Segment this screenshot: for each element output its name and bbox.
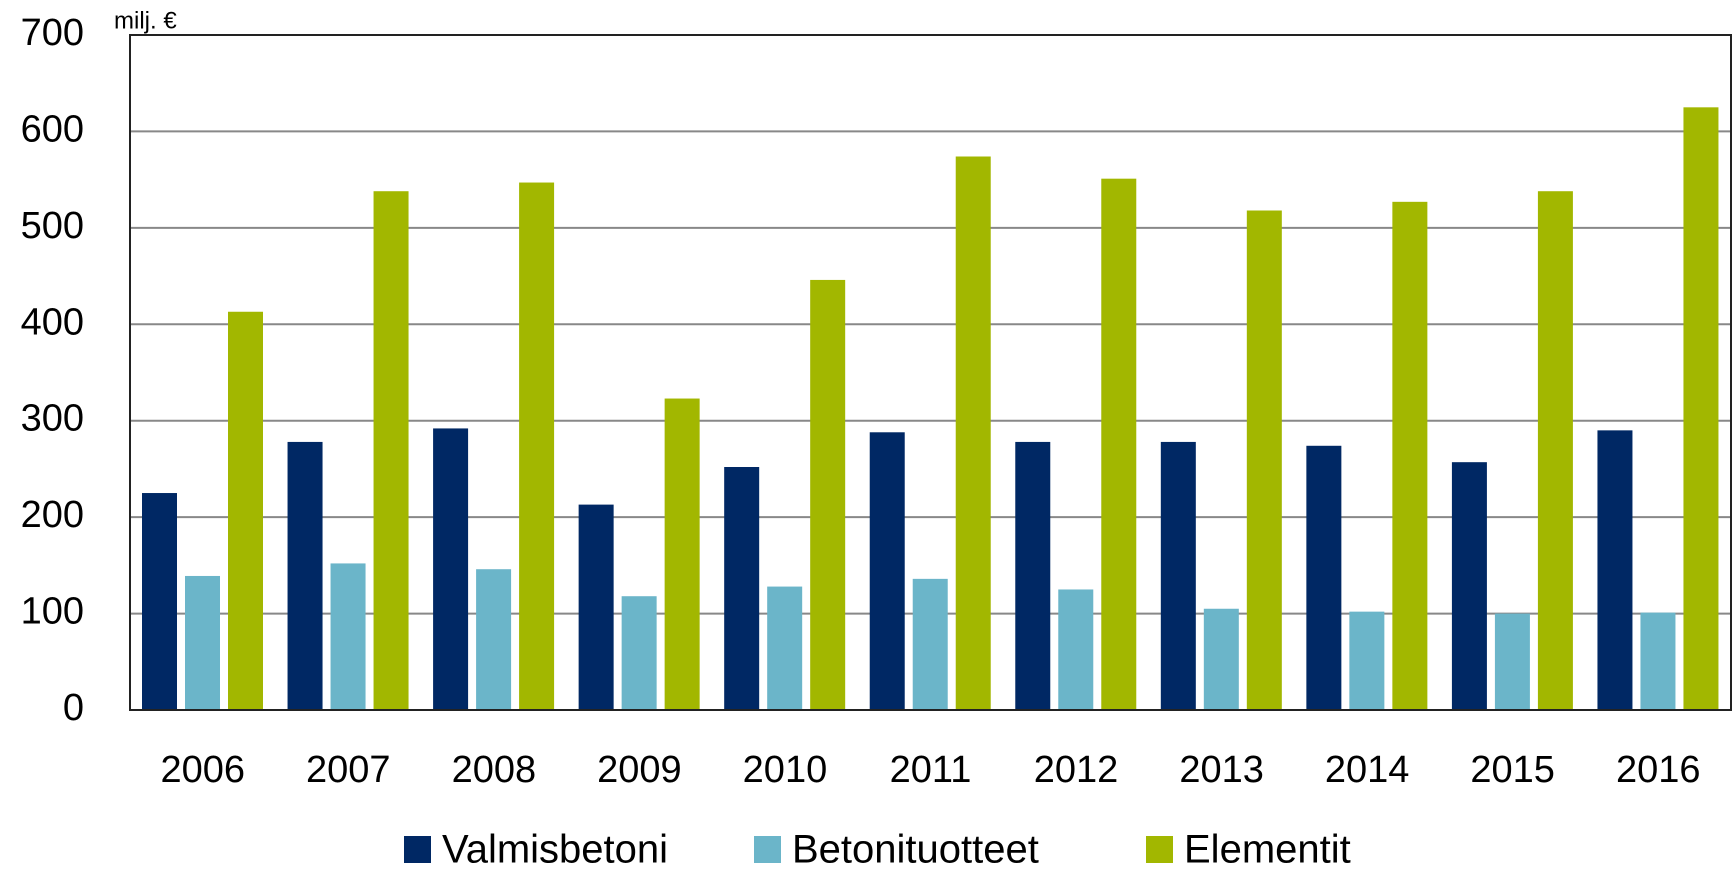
bar xyxy=(1306,445,1342,710)
bar xyxy=(1451,462,1487,710)
bar xyxy=(912,578,948,710)
bar xyxy=(621,596,657,710)
bar xyxy=(1597,430,1633,710)
x-tick-label: 2009 xyxy=(597,749,682,791)
bar xyxy=(1246,210,1282,710)
y-tick-label: 100 xyxy=(21,591,84,633)
bar xyxy=(1392,201,1428,711)
x-tick-label: 2008 xyxy=(452,749,537,791)
y-tick-label: 500 xyxy=(21,205,84,247)
y-tick-label: 700 xyxy=(21,12,84,54)
bar xyxy=(810,279,846,710)
bar xyxy=(955,156,991,710)
bar xyxy=(578,504,614,710)
y-tick-label: 200 xyxy=(21,494,84,536)
legend-swatch xyxy=(1146,836,1173,863)
bar xyxy=(1203,608,1239,710)
bar xyxy=(1160,441,1196,710)
bar xyxy=(373,191,409,710)
bar xyxy=(724,467,760,710)
unit-label: milj. € xyxy=(114,7,177,34)
bar xyxy=(1349,611,1385,710)
bar xyxy=(1494,613,1530,710)
legend-label: Elementit xyxy=(1184,828,1351,872)
y-tick-label: 600 xyxy=(21,108,84,150)
x-tick-label: 2015 xyxy=(1470,749,1555,791)
x-tick-label: 2016 xyxy=(1616,749,1701,791)
bar xyxy=(228,311,263,710)
plot-frame xyxy=(129,34,1732,711)
x-tick-label: 2007 xyxy=(306,749,391,791)
x-tick-label: 2010 xyxy=(743,749,828,791)
bar xyxy=(476,569,512,710)
bar xyxy=(1537,191,1573,710)
bar xyxy=(1015,441,1051,710)
bar xyxy=(330,563,366,710)
bar xyxy=(767,586,803,710)
x-tick-label: 2012 xyxy=(1034,749,1119,791)
x-tick-label: 2011 xyxy=(890,749,972,791)
bar xyxy=(185,575,220,710)
bar xyxy=(1101,178,1137,710)
y-tick-label: 400 xyxy=(21,301,84,343)
x-tick-label: 2013 xyxy=(1179,749,1264,791)
legend-swatch xyxy=(404,836,431,863)
bar xyxy=(1683,107,1719,711)
legend-label: Betonituotteet xyxy=(792,828,1039,872)
bar xyxy=(1058,589,1094,710)
legend-swatch xyxy=(754,836,781,863)
x-tick-label: 2014 xyxy=(1325,749,1410,791)
bar xyxy=(433,428,469,710)
bar xyxy=(1640,612,1676,710)
legend-label: Valmisbetoni xyxy=(442,828,668,872)
bar xyxy=(664,398,700,710)
bar xyxy=(519,182,555,711)
bar xyxy=(287,441,323,710)
x-tick-label: 2006 xyxy=(160,749,245,791)
bar xyxy=(869,432,905,710)
y-tick-label: 300 xyxy=(21,398,84,440)
y-tick-label: 0 xyxy=(63,687,84,729)
bar xyxy=(142,493,177,710)
